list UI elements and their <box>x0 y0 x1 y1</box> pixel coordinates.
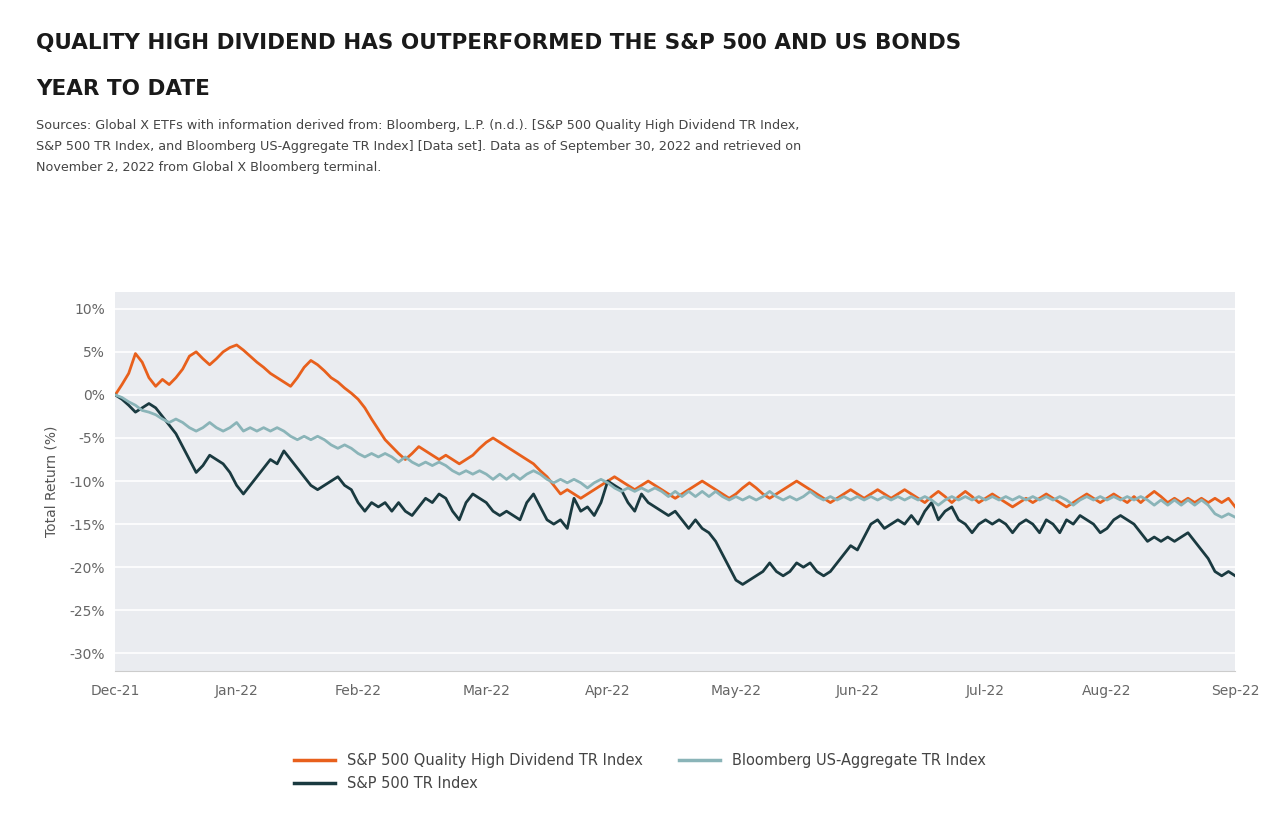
Legend: S&P 500 Quality High Dividend TR Index, S&P 500 TR Index, Bloomberg US-Aggregate: S&P 500 Quality High Dividend TR Index, … <box>288 747 992 796</box>
Text: November 2, 2022 from Global X Bloomberg terminal.: November 2, 2022 from Global X Bloomberg… <box>36 161 381 174</box>
Text: YEAR TO DATE: YEAR TO DATE <box>36 79 210 99</box>
Y-axis label: Total Return (%): Total Return (%) <box>44 426 58 536</box>
Text: QUALITY HIGH DIVIDEND HAS OUTPERFORMED THE S&P 500 AND US BONDS: QUALITY HIGH DIVIDEND HAS OUTPERFORMED T… <box>36 33 961 53</box>
Text: Sources: Global X ETFs with information derived from: Bloomberg, L.P. (n.d.). [S: Sources: Global X ETFs with information … <box>36 119 799 132</box>
Text: S&P 500 TR Index, and Bloomberg US-Aggregate TR Index] [Data set]. Data as of Se: S&P 500 TR Index, and Bloomberg US-Aggre… <box>36 140 801 153</box>
